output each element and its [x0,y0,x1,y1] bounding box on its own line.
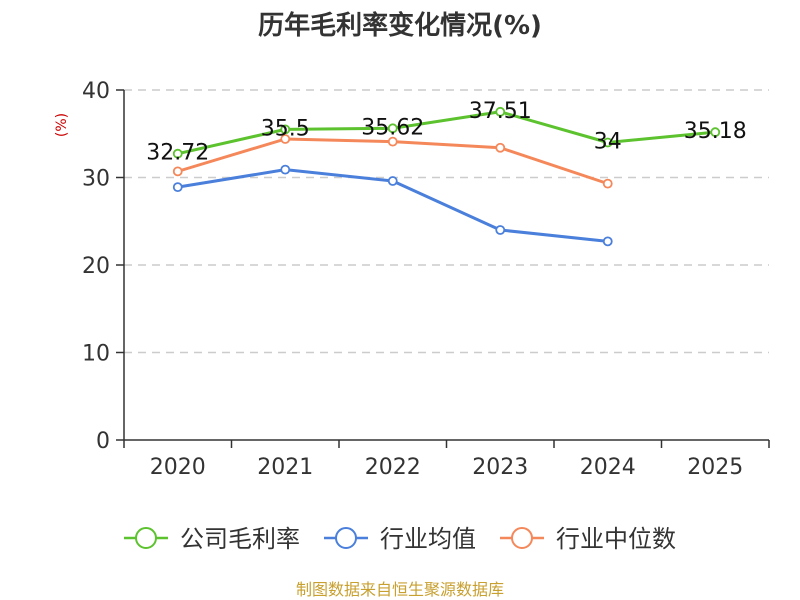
data-point [387,176,398,186]
y-axis-label: (%) [54,113,70,137]
series-3 [172,134,613,189]
data-point [280,134,291,144]
legend-item-2: 行业均值 [324,525,476,553]
data-point [172,182,183,193]
data-label: 35.5 [261,116,310,141]
data-label: 32.72 [146,141,209,166]
data-point [495,106,506,117]
data-point [602,236,613,247]
data-point [602,178,613,189]
data-point [280,124,291,135]
chart-title: 历年毛利率变化情况(%) [258,10,542,41]
series-2 [172,164,613,247]
data-point [602,137,613,148]
data-label: 37.51 [469,99,532,124]
data-point [495,225,506,235]
data-label: 34 [594,130,622,155]
x-tick-label: 2022 [365,455,421,480]
legend-label: 行业中位数 [556,525,676,553]
data-labels: 32.72 35.5 35.62 37.51 34 35.18 [146,99,746,166]
legend-marker-icon [335,527,357,549]
y-tick-label: 10 [82,342,110,367]
legend-marker-icon [511,527,533,549]
x-tick-label: 2023 [472,455,528,480]
data-point [172,148,183,159]
y-tick-label: 20 [82,254,110,279]
x-tick-label: 2020 [150,455,206,480]
x-tick-label: 2024 [580,455,636,480]
x-tick-label: 2021 [257,455,313,480]
legend-marker-icon [135,527,157,549]
legend-item-3: 行业中位数 [500,525,676,553]
series-line [177,110,716,156]
data-label: 35.18 [684,119,747,144]
data-point [172,166,183,177]
legend-item-1: 公司毛利率 [124,525,300,553]
legend-label: 行业均值 [380,525,476,553]
data-point [387,123,398,134]
legend: 公司毛利率 行业均值 行业中位数 [124,525,676,553]
grid-lines [124,89,769,354]
legend-label: 公司毛利率 [180,525,300,553]
y-tick-label: 0 [96,429,110,454]
series-layer [172,106,721,247]
data-point [495,142,506,153]
data-point [280,164,291,175]
data-point [710,127,721,138]
y-tick-label: 40 [82,79,110,104]
data-label: 35.62 [361,115,424,140]
y-tick-label: 30 [82,167,110,192]
axes: 0 10 20 30 40 2020 2021 2022 2023 2024 2025 [82,79,770,480]
x-tick-label: 2025 [687,455,743,480]
series-1 [172,106,721,159]
source-note: 制图数据来自恒生聚源数据库 [296,580,504,599]
data-point [387,136,398,147]
